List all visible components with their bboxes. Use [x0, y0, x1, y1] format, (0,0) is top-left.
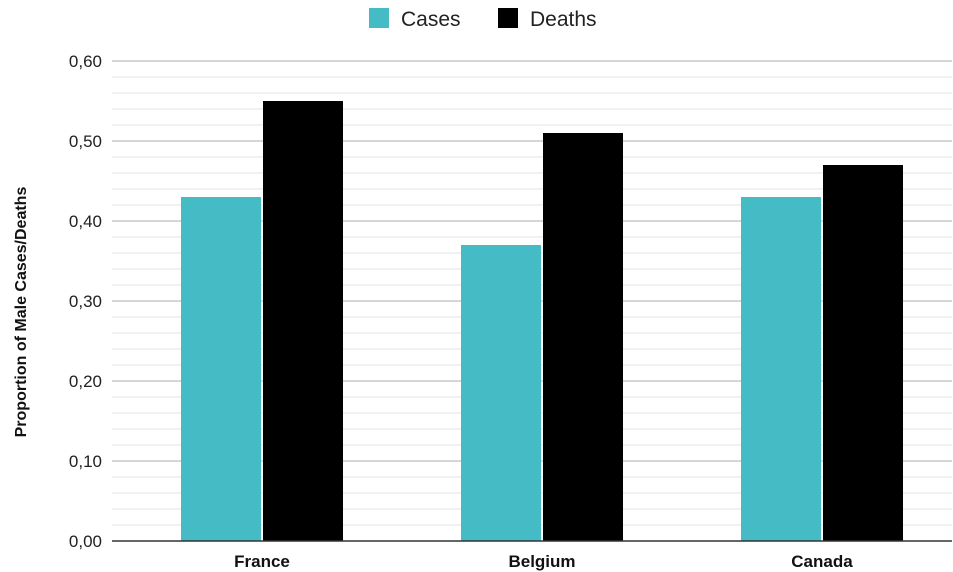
legend: Cases Deaths	[369, 8, 597, 31]
y-tick-label: 0,40	[69, 212, 102, 231]
bar-deaths-belgium	[543, 133, 623, 541]
y-tick-label: 0,50	[69, 132, 102, 151]
bar-deaths-france	[263, 101, 343, 541]
y-tick-label: 0,20	[69, 372, 102, 391]
bar-cases-france	[181, 197, 261, 541]
axes: 0,00 0,10 0,20 0,30 0,40 0,50 0,60 France Belgiu…	[69, 52, 952, 571]
legend-swatch-cases	[369, 8, 389, 28]
legend-label-cases: Cases	[401, 8, 461, 31]
bar-cases-canada	[741, 197, 821, 541]
y-axis-label: Proportion of Male Cases/Deaths	[13, 187, 30, 438]
bar-deaths-canada	[823, 165, 903, 541]
y-tick-label: 0,60	[69, 52, 102, 71]
x-tick-label: Canada	[791, 552, 853, 571]
y-tick-label: 0,30	[69, 292, 102, 311]
legend-swatch-deaths	[498, 8, 518, 28]
x-tick-label: France	[234, 552, 290, 571]
bars	[181, 101, 903, 541]
bar-cases-belgium	[461, 245, 541, 541]
y-tick-label: 0,10	[69, 452, 102, 471]
x-tick-label: Belgium	[508, 552, 575, 571]
legend-label-deaths: Deaths	[530, 8, 597, 31]
y-tick-label: 0,00	[69, 532, 102, 551]
